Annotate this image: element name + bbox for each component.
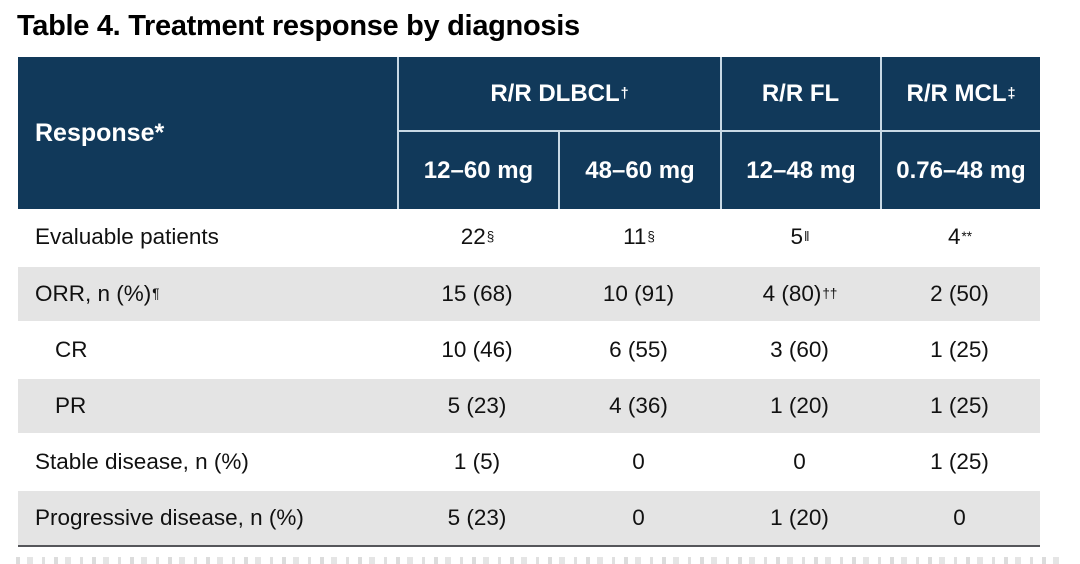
cell-value: 0 [632, 449, 645, 474]
cell-value: 10 (46) [441, 337, 513, 362]
header-dose-12-60: 12–60 mg [397, 130, 558, 209]
cell-value: 2 (50) [930, 281, 989, 306]
header-group-dlbcl: R/R DLBCL † [397, 57, 720, 130]
table-title: Table 4. Treatment response by diagnosis [17, 10, 580, 42]
table-row-cr: CR 10 (46) 6 (55) 3 (60) 1 (25) [18, 321, 1040, 377]
row-label: ORR, n (%) [35, 281, 152, 306]
cell-value: 0 [793, 449, 806, 474]
cell-value: 5 (23) [447, 393, 507, 418]
data-cell: 22 § [460, 224, 495, 249]
table-header: Response* R/R DLBCL † R/R FL R/R MCL ‡ 12–… [18, 57, 1040, 209]
cell-value: 10 (91) [602, 281, 675, 306]
data-cell: 1 (25) [880, 323, 1040, 377]
data-cell: 2 (50) [880, 267, 1040, 321]
row-label-cell: PR [18, 379, 397, 433]
row-label-cell: Stable disease, n (%) [18, 435, 397, 489]
row-label-cell: Evaluable patients [18, 209, 397, 265]
header-group-dlbcl-label: R/R DLBCL [490, 79, 620, 107]
data-cell: 6 (55) [558, 323, 720, 377]
cell-value: 5 (23) [447, 505, 507, 530]
clipped-footnote [16, 557, 1062, 564]
data-cell: 4 (80) †† [762, 281, 838, 306]
data-cell: 15 (68) [397, 267, 558, 321]
cell-value: 4 (80) [762, 281, 822, 306]
cell-value: 1 (25) [930, 337, 989, 362]
cell-value: 3 (60) [770, 337, 829, 362]
row-label: Stable disease, n (%) [35, 449, 249, 474]
data-cell: 1 (20) [720, 491, 880, 545]
data-cell: 0 [880, 491, 1040, 545]
row-label: CR [55, 337, 88, 362]
data-cell: 4 ** [947, 224, 973, 249]
cell-value: 4 [947, 224, 961, 249]
cell-value: 1 (5) [453, 449, 501, 474]
data-cell: 5 (23) [397, 379, 558, 433]
data-cell: 5 ‖ [790, 224, 810, 249]
data-cell: 1 (25) [880, 379, 1040, 433]
header-dose-48-60: 48–60 mg [558, 130, 720, 209]
cell-value: 1 (20) [770, 505, 829, 530]
header-dose-076-48: 0.76–48 mg [880, 130, 1040, 209]
cell-value: 1 (20) [770, 393, 829, 418]
header-group-fl-label: R/R FL [761, 79, 840, 107]
data-cell: 10 (91) [558, 267, 720, 321]
row-label: Progressive disease, n (%) [35, 505, 304, 530]
data-cell: 1 (20) [720, 379, 880, 433]
cell-value: 22 [460, 224, 486, 249]
header-response-label: Response* [35, 118, 165, 147]
data-cell: 1 (25) [880, 435, 1040, 489]
data-cell: 1 (5) [397, 435, 558, 489]
table-row-stable-disease: Stable disease, n (%) 1 (5) 0 0 1 (25) [18, 433, 1040, 489]
row-label: PR [55, 393, 87, 418]
table-bottom-border [18, 545, 1040, 547]
cell-value: 1 (25) [930, 449, 989, 474]
cell-value: 4 (36) [609, 393, 668, 418]
table-row-evaluable-patients: Evaluable patients 22 § 11 § 5 ‖ 4 ** [18, 209, 1040, 265]
row-label-cell: CR [18, 323, 397, 377]
cell-value: 15 (68) [441, 281, 513, 306]
cell-value: 1 (25) [930, 393, 989, 418]
data-cell: 10 (46) [397, 323, 558, 377]
row-label-cell: Progressive disease, n (%) [18, 491, 397, 545]
data-cell: 3 (60) [720, 323, 880, 377]
row-label-cell: ORR, n (%) ¶ [35, 281, 160, 306]
data-cell: 0 [720, 435, 880, 489]
data-cell: 0 [558, 435, 720, 489]
header-dose-12-48: 12–48 mg [720, 130, 880, 209]
header-response: Response* [18, 57, 397, 209]
header-group-mcl-label: R/R MCL [906, 79, 1007, 107]
cell-value: 6 (55) [609, 337, 668, 362]
cell-value: 0 [953, 505, 966, 530]
header-group-fl: R/R FL [720, 57, 880, 130]
treatment-response-table: Response* R/R DLBCL † R/R FL R/R MCL ‡ 12–… [18, 57, 1040, 547]
cell-value: 5 [790, 224, 803, 249]
table-row-orr: ORR, n (%) ¶ 15 (68) 10 (91) 4 (80) †† 2 (… [18, 265, 1040, 321]
cell-value: 11 [623, 224, 647, 249]
data-cell: 0 [558, 491, 720, 545]
data-cell: 4 (36) [558, 379, 720, 433]
data-cell: 11 § [623, 224, 655, 249]
data-cell: 5 (23) [397, 491, 558, 545]
table-row-pr: PR 5 (23) 4 (36) 1 (20) 1 (25) [18, 377, 1040, 433]
table-row-progressive-disease: Progressive disease, n (%) 5 (23) 0 1 (2… [18, 489, 1040, 545]
row-label: Evaluable patients [35, 224, 219, 249]
cell-value: 0 [632, 505, 645, 530]
header-group-mcl: R/R MCL ‡ [880, 57, 1040, 130]
